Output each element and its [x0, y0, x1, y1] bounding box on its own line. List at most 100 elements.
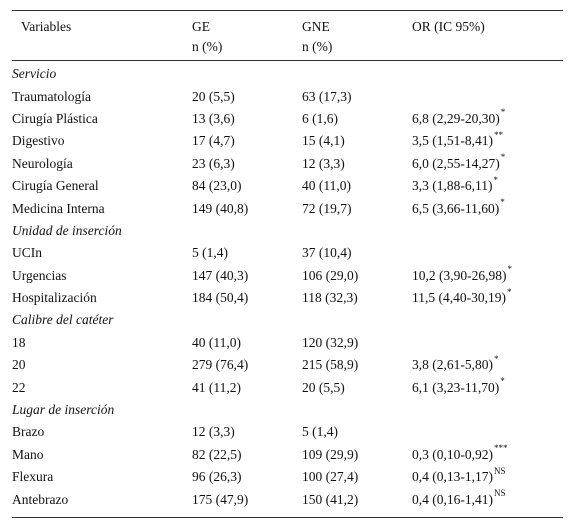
gne-cell: 109 (29,9)	[302, 446, 359, 462]
table-row: UCIn 5 (1,4) 37 (10,4)	[12, 242, 563, 264]
row-label: UCIn	[12, 245, 42, 261]
or-value: 0,4 (0,16-1,41)	[412, 491, 493, 507]
table-row: Hospitalización 184 (50,4) 118 (32,3) 11,5 …	[12, 287, 563, 309]
gne-cell: 120 (32,9)	[302, 334, 359, 350]
header-ge-unit: n (%)	[192, 39, 223, 54]
table-row: Digestivo 17 (4,7) 15 (4,1) 3,5 (1,51-8,41)…	[12, 130, 563, 152]
significance-mark: NS	[494, 465, 506, 476]
table-row: 20 279 (76,4) 215 (58,9) 3,8 (2,61-5,80)*	[12, 354, 563, 376]
or-cell: 6,5 (3,66-11,60)*	[412, 197, 563, 219]
or-cell: 3,8 (2,61-5,80)*	[412, 354, 563, 376]
table-row: Brazo 12 (3,3) 5 (1,4)	[12, 421, 563, 443]
section-row: Calibre del catéter	[12, 309, 563, 331]
row-label: Flexura	[12, 469, 54, 485]
significance-mark: *	[507, 264, 513, 275]
ge-cell: 23 (6,3)	[192, 155, 235, 171]
row-label: Traumatología	[12, 88, 91, 104]
gne-cell: 37 (10,4)	[302, 245, 352, 261]
or-value: 0,3 (0,10-0,92)	[412, 446, 493, 462]
gne-cell: 5 (1,4)	[302, 424, 338, 440]
row-label: Brazo	[12, 424, 45, 440]
or-value: 6,8 (2,29-20,30)	[412, 110, 500, 126]
or-value: 6,5 (3,66-11,60)	[412, 200, 500, 216]
row-label: 18	[12, 334, 26, 350]
or-cell: 6,0 (2,55-14,27)*	[412, 153, 563, 175]
header-gne-label: GNE	[302, 19, 330, 34]
ge-cell: 279 (76,4)	[192, 357, 249, 373]
or-cell	[412, 242, 563, 264]
or-cell: 3,3 (1,88-6,11)*	[412, 175, 563, 197]
header-variables: Variables	[21, 17, 71, 37]
or-value: 6,0 (2,55-14,27)	[412, 155, 500, 171]
section-title: Servicio	[12, 66, 57, 82]
or-value: 11,5 (4,40-30,19)	[412, 290, 506, 306]
header-variables-label: Variables	[21, 19, 72, 34]
section-title: Calibre del catéter	[12, 312, 114, 328]
significance-mark: **	[494, 129, 503, 140]
row-label: Antebrazo	[12, 491, 69, 507]
row-label: Neurología	[12, 155, 73, 171]
or-cell: 10,2 (3,90-26,98)*	[412, 265, 563, 287]
ge-cell: 149 (40,8)	[192, 200, 249, 216]
or-cell: 0,4 (0,16-1,41)NS	[412, 488, 563, 510]
ge-cell: 175 (47,9)	[192, 491, 249, 507]
ge-cell: 12 (3,3)	[192, 424, 235, 440]
or-value: 6,1 (3,23-11,70)	[412, 379, 500, 395]
or-cell: 3,5 (1,51-8,41)**	[412, 130, 563, 152]
table-row: 18 40 (11,0) 120 (32,9)	[12, 332, 563, 354]
gne-cell: 215 (58,9)	[302, 357, 359, 373]
ge-cell: 96 (26,3)	[192, 469, 242, 485]
table-row: Medicina Interna 149 (40,8) 72 (19,7) 6,5 (…	[12, 197, 563, 219]
or-cell: 6,8 (2,29-20,30)*	[412, 108, 563, 130]
table-row: 22 41 (11,2) 20 (5,5) 6,1 (3,23-11,70)*	[12, 376, 563, 398]
table-row: Antebrazo 175 (47,9) 150 (41,2) 0,4 (0,16-1…	[12, 488, 563, 510]
row-label: Mano	[12, 446, 44, 462]
significance-mark: *	[494, 353, 499, 364]
or-value: 3,8 (2,61-5,80)	[412, 357, 493, 373]
ge-cell: 41 (11,2)	[192, 379, 241, 395]
gne-cell: 15 (4,1)	[302, 133, 345, 149]
row-label: Urgencias	[12, 267, 67, 283]
header-gne-unit: n (%)	[302, 39, 333, 54]
ge-cell: 184 (50,4)	[192, 290, 249, 306]
or-cell: 0,3 (0,10-0,92)***	[412, 444, 563, 466]
significance-mark: NS	[494, 488, 506, 499]
significance-mark: *	[500, 152, 506, 163]
ge-cell: 5 (1,4)	[192, 245, 228, 261]
table-top-rule	[12, 10, 563, 11]
significance-mark: *	[493, 174, 499, 185]
significance-mark: ***	[494, 443, 508, 454]
gne-cell: 100 (27,4)	[302, 469, 359, 485]
row-label: 22	[12, 379, 26, 395]
or-cell	[412, 421, 563, 443]
row-label: Hospitalización	[12, 290, 97, 306]
significance-mark: *	[500, 107, 506, 118]
ge-cell: 17 (4,7)	[192, 133, 235, 149]
ge-cell: 40 (11,0)	[192, 334, 241, 350]
gne-cell: 106 (29,0)	[302, 267, 359, 283]
or-cell	[412, 332, 563, 354]
gne-cell: 118 (32,3)	[302, 290, 358, 306]
row-label: Medicina Interna	[12, 200, 105, 216]
gne-cell: 6 (1,6)	[302, 110, 338, 126]
table-row: Cirugía General 84 (23,0) 40 (11,0) 3,3 (1,…	[12, 175, 563, 197]
row-label: 20	[12, 357, 26, 373]
header-or: OR (IC 95%)	[412, 17, 485, 37]
or-cell: 11,5 (4,40-30,19)*	[412, 287, 563, 309]
ge-cell: 82 (22,5)	[192, 446, 242, 462]
row-label: Cirugía General	[12, 178, 99, 194]
or-value: 10,2 (3,90-26,98)	[412, 267, 507, 283]
or-value: 3,5 (1,51-8,41)	[412, 133, 493, 149]
or-cell: 6,1 (3,23-11,70)*	[412, 376, 563, 398]
gne-cell: 12 (3,3)	[302, 155, 345, 171]
table-row: Cirugía Plástica 13 (3,6) 6 (1,6) 6,8 (2,29…	[12, 108, 563, 130]
ge-cell: 13 (3,6)	[192, 110, 235, 126]
significance-mark: *	[500, 197, 505, 208]
header-ge: GE n (%)	[192, 17, 222, 57]
or-cell: 0,4 (0,13-1,17)NS	[412, 466, 563, 488]
header-ge-label: GE	[192, 19, 210, 34]
section-title: Unidad de inserción	[12, 222, 122, 238]
row-label: Cirugía Plástica	[12, 110, 98, 126]
section-row: Servicio	[12, 63, 563, 85]
